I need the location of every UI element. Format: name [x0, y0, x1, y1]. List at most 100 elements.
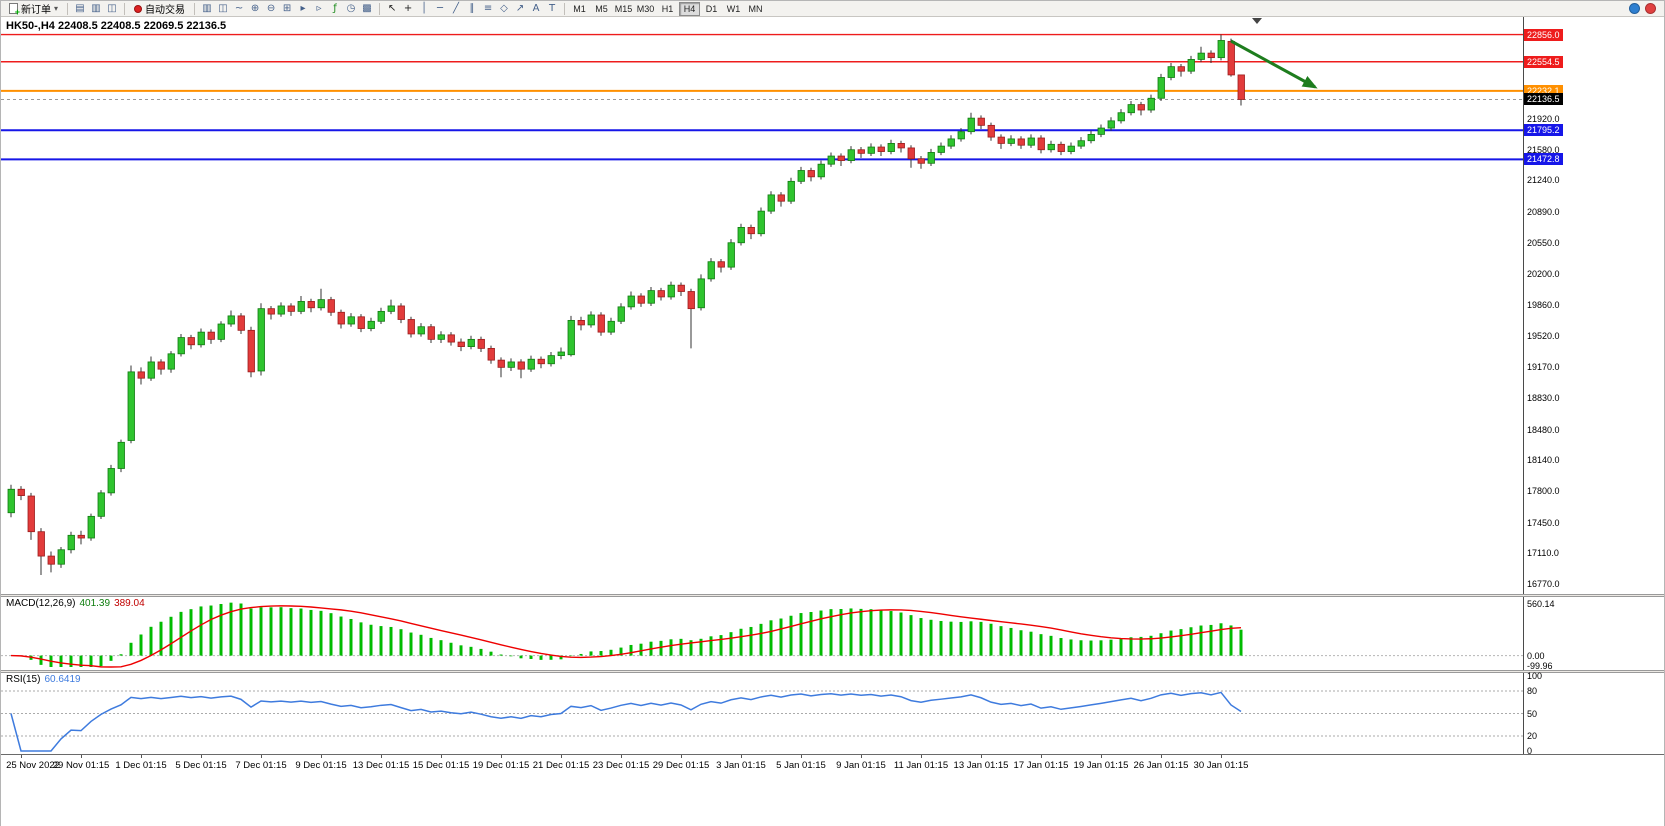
new-order-icon [9, 3, 20, 17]
time-label: 19 Dec 01:15 [472, 760, 530, 771]
rsi-value: 60.6419 [44, 674, 81, 685]
rsi-scale-label: 20 [1527, 731, 1538, 741]
rsi-plot-area[interactable]: RSI(15) 60.6419 [1, 673, 1523, 754]
macd-histogram [19, 602, 1243, 667]
autotrading-label: 自动交易 [145, 5, 186, 16]
rsi-scale-label: 0 [1527, 746, 1533, 756]
zoom-in-icon[interactable]: ⊕ [247, 2, 263, 16]
market-watch-icon[interactable]: ▥ [88, 2, 104, 16]
fibonacci-icon[interactable]: ≡ [480, 2, 496, 16]
auto-scroll-icon[interactable]: ▸ [295, 2, 311, 16]
periods-icon[interactable]: ◷ [343, 2, 359, 16]
macd-header: MACD(12,26,9) 401.39 389.04 [6, 598, 145, 609]
text-icon[interactable]: A [528, 2, 544, 16]
time-label: 5 Jan 01:15 [776, 760, 826, 771]
price-tick: 19520.0 [1527, 330, 1560, 341]
timeframe-m15[interactable]: M15 [614, 3, 633, 14]
price-tick: 21580.0 [1527, 144, 1560, 155]
vertical-line-icon[interactable]: │ [416, 2, 432, 16]
macd-scale-label: -99.96 [1527, 660, 1553, 671]
trendline-icon[interactable]: ╱ [448, 2, 464, 16]
time-label: 7 Dec 01:15 [235, 760, 287, 771]
cursor-icon[interactable]: ↖ [384, 2, 400, 16]
autotrading-status-icon [134, 4, 143, 13]
panel-separator[interactable] [1, 670, 1664, 673]
channel-icon[interactable]: ∥ [464, 2, 480, 16]
zoom-out-icon[interactable]: ⊖ [263, 2, 279, 16]
arrows-icon[interactable]: ↗ [512, 2, 528, 16]
time-tick [741, 755, 742, 758]
time-tick [381, 755, 382, 758]
new-order-button[interactable]: 新订单 ▾ [4, 2, 63, 17]
time-axis[interactable]: 25 Nov 2022 29 Nov 01:15 1 Dec 01:15 5 Dec … [1, 754, 1664, 774]
shapes-icon[interactable]: ◇ [496, 2, 512, 16]
time-tick [621, 755, 622, 758]
timeframe-m5[interactable]: M5 [591, 2, 612, 16]
time-tick [321, 755, 322, 758]
candlestick-chart-icon[interactable]: ◫ [215, 2, 231, 16]
time-tick [561, 755, 562, 758]
candlestick-chart [1, 18, 1523, 576]
timeframe-h1[interactable]: H1 [657, 2, 678, 16]
line-chart-icon[interactable]: ~ [231, 2, 247, 16]
time-tick [201, 755, 202, 758]
caret-down-icon: ▾ [54, 4, 59, 13]
timeframe-mn[interactable]: MN [745, 2, 766, 16]
rsi-line [10, 691, 1242, 752]
time-label: 23 Dec 01:15 [592, 760, 650, 771]
new-order-label: 新订单 [21, 5, 51, 16]
templates-icon[interactable]: ▩ [359, 2, 375, 16]
time-tick [261, 755, 262, 758]
time-label: 3 Jan 01:15 [716, 760, 766, 771]
horizontal-line-icon[interactable]: ─ [432, 2, 448, 16]
blue-circle-icon[interactable] [1629, 3, 1640, 14]
chart-plot-area[interactable]: HK50-,H4 22408.5 22408.5 22069.5 22136.5 [1, 17, 1523, 594]
panel-separator[interactable] [1, 594, 1664, 597]
time-label: 11 Jan 01:15 [893, 760, 949, 771]
timeframe-h4[interactable]: H4 [679, 1, 701, 16]
macd-scale-label: 0.00 [1527, 650, 1545, 661]
timeframe-w1[interactable]: W1 [723, 2, 744, 16]
autotrading-button[interactable]: 自动交易 [129, 2, 190, 16]
timeframe-m1[interactable]: M1 [569, 2, 590, 16]
tile-windows-icon[interactable]: ⊞ [279, 2, 295, 16]
price-tick: 16770.0 [1527, 579, 1560, 590]
time-label: 25 Nov 2022 [6, 760, 60, 771]
crosshair-icon[interactable]: + [400, 2, 416, 16]
macd-scale[interactable]: 560.14 0.00 -99.96 [1523, 597, 1664, 671]
time-label: 30 Jan 01:15 [1193, 760, 1249, 771]
time-tick [921, 755, 922, 758]
price-tick: 18830.0 [1527, 393, 1560, 404]
navigator-icon[interactable]: ◫ [104, 2, 120, 16]
bottom-space [1, 774, 1664, 826]
price-line-badge: 21472.8 [1524, 153, 1563, 166]
horizontal-lines-layer [1, 33, 1523, 161]
time-tick [81, 755, 82, 758]
bar-chart-icon[interactable]: ▥ [199, 2, 215, 16]
line-tool-icons-group: ↖ + │ ─ ╱ ∥ ≡ ◇ ↗ A T [384, 2, 560, 16]
macd-plot-area[interactable]: MACD(12,26,9) 401.39 389.04 [1, 597, 1523, 670]
rsi-header: RSI(15) 60.6419 [6, 674, 81, 685]
red-circle-icon[interactable] [1645, 3, 1656, 14]
time-label: 26 Jan 01:15 [1133, 760, 1189, 771]
rsi-scale[interactable]: 100 80 50 20 0 [1523, 671, 1664, 756]
chart-shift-icon[interactable]: ▹ [311, 2, 327, 16]
charts-icon[interactable]: ▤ [72, 2, 88, 16]
price-tick: 19860.0 [1527, 300, 1560, 311]
price-tick: 20550.0 [1527, 237, 1560, 248]
time-label: 29 Nov 01:15 [52, 760, 110, 771]
rsi-title: RSI(15) [6, 674, 41, 685]
timeframe-m30[interactable]: M30 [636, 3, 655, 14]
time-label: 29 Dec 01:15 [652, 760, 710, 771]
time-label: 9 Jan 01:15 [836, 760, 886, 771]
timeframe-d1[interactable]: D1 [701, 2, 722, 16]
price-scale[interactable]: 22850.021920.021580.021240.020890.020550… [1523, 17, 1664, 594]
trend-arrow-annotation[interactable] [1230, 39, 1318, 89]
time-label: 1 Dec 01:15 [115, 760, 167, 771]
time-tick [801, 755, 802, 758]
indicators-icon[interactable]: ƒ [327, 2, 343, 16]
label-icon[interactable]: T [544, 2, 560, 16]
price-tick: 17450.0 [1527, 517, 1560, 528]
time-label: 17 Jan 01:15 [1013, 760, 1069, 771]
rsi-scale-label: 100 [1527, 671, 1543, 681]
